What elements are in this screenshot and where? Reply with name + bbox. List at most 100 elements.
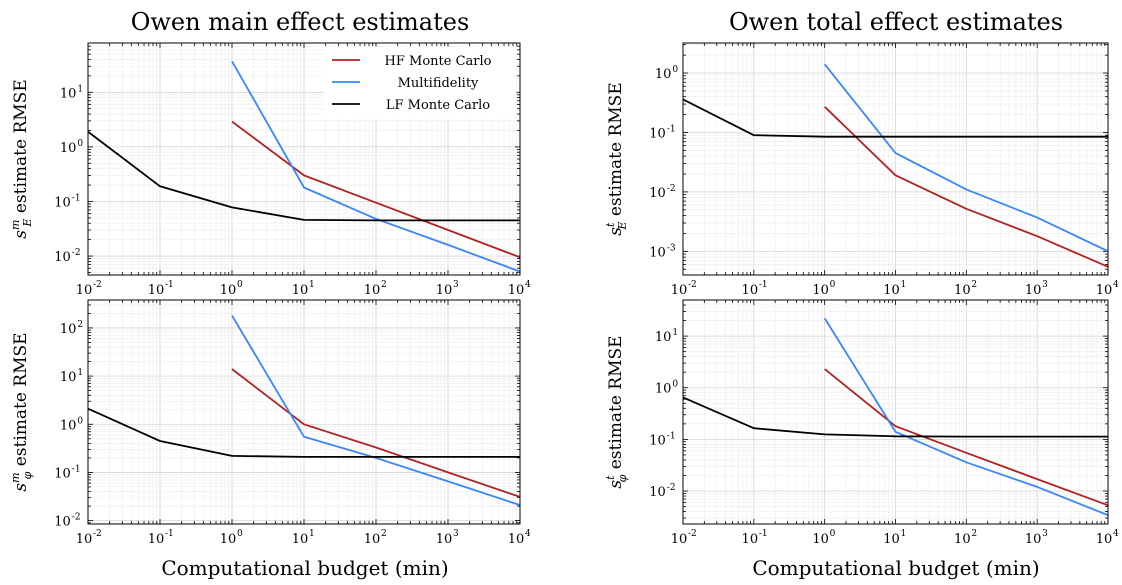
svg-text:10: 10 — [671, 532, 688, 547]
svg-text:10: 10 — [220, 532, 237, 547]
x-tick-label: 10 3 — [1025, 280, 1048, 298]
svg-text:10: 10 — [655, 382, 672, 397]
x-tick-label: 10 2 — [364, 529, 387, 547]
legend-box — [323, 46, 517, 120]
svg-text:3: 3 — [453, 280, 459, 290]
left-column-title: Owen main effect estimates — [131, 8, 470, 36]
x-tick-label: 10 4 — [1096, 280, 1119, 298]
y-tick-label: 10 -2 — [54, 248, 80, 265]
y-tick-label: 10 0 — [655, 380, 679, 397]
svg-text:-2: -2 — [93, 280, 102, 290]
svg-text:10: 10 — [148, 283, 165, 298]
chart-panel-tl: 10 -2 10 -1 10 0 10 1 10 2 10 3 10 410 -210 -110 010 1smE… — [9, 42, 531, 298]
x-tick-label: 10 -1 — [742, 529, 768, 547]
series-line-hf-monte-carlo — [231, 120, 520, 259]
svg-text:10: 10 — [54, 250, 71, 265]
y-tick-label: 10 1 — [655, 328, 678, 345]
x-tick-label: 10 0 — [220, 280, 243, 298]
svg-text:10: 10 — [60, 141, 77, 156]
grid-tl — [88, 43, 520, 275]
y-tick-label: 10 0 — [60, 416, 84, 433]
svg-text:10: 10 — [148, 532, 165, 547]
x-tick-label: 10 1 — [883, 529, 906, 547]
plot-frame — [682, 299, 1109, 525]
svg-text:10: 10 — [883, 532, 900, 547]
svg-text:3: 3 — [453, 529, 459, 539]
svg-text:2: 2 — [971, 280, 977, 290]
svg-text:1: 1 — [901, 280, 907, 290]
grid-br — [683, 300, 1108, 524]
y-tick-label: 10 1 — [60, 84, 83, 101]
svg-text:0: 0 — [77, 139, 83, 149]
svg-text:-2: -2 — [688, 529, 697, 539]
svg-text:1: 1 — [77, 368, 83, 378]
svg-text:10: 10 — [54, 466, 71, 481]
x-tick-label: 10 4 — [508, 529, 531, 547]
y-axis-label: stE estimate RMSE — [604, 82, 629, 235]
svg-text:2: 2 — [971, 529, 977, 539]
series-line-lf-monte-carlo — [88, 130, 520, 222]
series-line-multifidelity — [823, 317, 1108, 517]
y-tick-label: 10 -1 — [54, 193, 80, 210]
svg-text:10: 10 — [649, 126, 666, 141]
y-tick-label: 10 0 — [60, 139, 84, 156]
legend: HF Monte Carlo Multifidelity LF Monte Carl… — [323, 46, 517, 120]
svg-text:10: 10 — [60, 418, 77, 433]
svg-text:-1: -1 — [72, 464, 81, 474]
svg-text:0: 0 — [672, 380, 678, 390]
svg-text:10: 10 — [60, 322, 77, 337]
svg-text:10: 10 — [649, 433, 666, 448]
svg-text:10: 10 — [742, 283, 759, 298]
x-tick-label: 10 -1 — [742, 280, 768, 298]
chart-panel-tr: 10 -2 10 -1 10 0 10 1 10 2 10 3 10 410 -310 -210 -110 0st… — [604, 42, 1119, 298]
svg-text:10: 10 — [76, 283, 93, 298]
svg-text:10: 10 — [54, 515, 71, 530]
svg-text:-2: -2 — [72, 513, 81, 523]
svg-text:-1: -1 — [759, 529, 768, 539]
svg-text:-2: -2 — [93, 529, 102, 539]
svg-text:10: 10 — [54, 195, 71, 210]
grid-bl — [88, 300, 520, 524]
y-tick-label: 10 -2 — [649, 483, 675, 500]
svg-text:0: 0 — [830, 529, 836, 539]
svg-text:-1: -1 — [165, 529, 174, 539]
y-axis-label: smE estimate RMSE — [9, 79, 34, 238]
svg-text:-3: -3 — [667, 243, 676, 253]
svg-text:10: 10 — [1025, 283, 1042, 298]
y-tick-label: 10 -1 — [649, 124, 675, 141]
svg-text:-2: -2 — [667, 483, 676, 493]
x-tick-label: 10 4 — [1096, 529, 1119, 547]
svg-text:10: 10 — [649, 245, 666, 260]
y-tick-label: 10 1 — [60, 368, 83, 385]
svg-text:10: 10 — [649, 186, 666, 201]
svg-text:10: 10 — [292, 532, 309, 547]
svg-text:10: 10 — [220, 283, 237, 298]
x-tick-label: 10 2 — [954, 280, 977, 298]
grid-tr — [683, 43, 1108, 275]
svg-text:10: 10 — [508, 532, 525, 547]
x-tick-label: 10 -1 — [148, 529, 174, 547]
svg-text:-1: -1 — [759, 280, 768, 290]
y-tick-label: 10 -1 — [649, 431, 675, 448]
svg-text:10: 10 — [1096, 532, 1113, 547]
svg-text:10: 10 — [60, 370, 77, 385]
chart-panels: 10 -2 10 -1 10 0 10 1 10 2 10 3 10 410 -210 -110 010 1smE… — [9, 42, 1119, 547]
y-axis-label: smφ estimate RMSE — [9, 332, 34, 491]
y-tick-label: 10 0 — [655, 65, 679, 82]
svg-text:-2: -2 — [72, 248, 81, 258]
legend-label: LF Monte Carlo — [386, 98, 490, 113]
legend-label: HF Monte Carlo — [385, 54, 492, 69]
svg-text:10: 10 — [671, 283, 688, 298]
svg-text:0: 0 — [672, 65, 678, 75]
svg-text:10: 10 — [1025, 532, 1042, 547]
svg-text:10: 10 — [954, 283, 971, 298]
right-x-axis-label: Computational budget (min) — [752, 556, 1039, 580]
plot-frame — [87, 299, 521, 525]
x-tick-label: 10 -2 — [671, 529, 697, 547]
series-line-hf-monte-carlo — [824, 106, 1108, 268]
chart-panel-bl: 10 -2 10 -1 10 0 10 1 10 2 10 3 10 410 -210 -110 010 110 2… — [9, 299, 531, 547]
svg-text:-1: -1 — [667, 431, 676, 441]
svg-text:3: 3 — [1042, 529, 1048, 539]
x-tick-label: 10 1 — [292, 529, 315, 547]
